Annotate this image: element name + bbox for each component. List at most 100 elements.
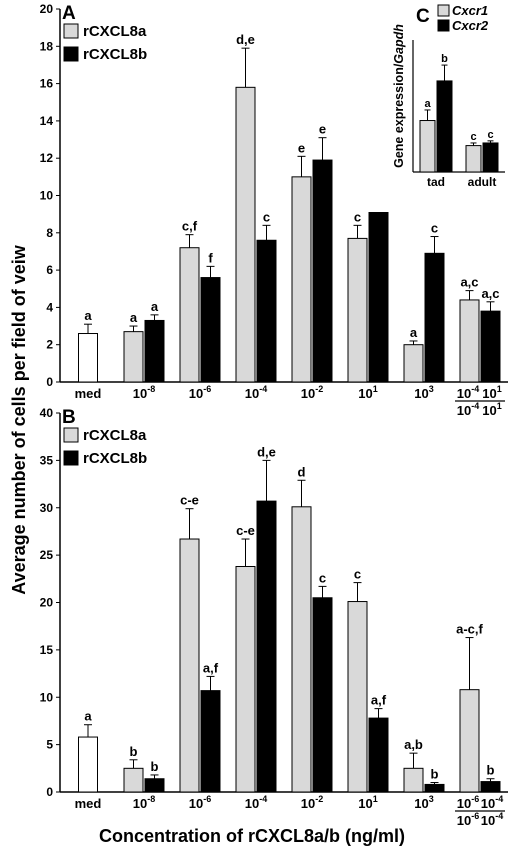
significance-label: e <box>298 140 305 155</box>
y-tick-label: 20 <box>40 596 54 610</box>
bar-rcxcl8b <box>144 319 165 383</box>
y-tick-label: 12 <box>40 151 54 165</box>
x-category-label: 10-8 <box>133 384 155 401</box>
shared-y-axis-title: Average number of cells per field of vei… <box>9 244 29 594</box>
bar-rcxcl8a <box>403 344 424 383</box>
legend-swatch-rcxcl8a <box>63 427 79 443</box>
legend-label: rCXCL8b <box>83 46 147 63</box>
significance-label: d,e <box>257 444 276 459</box>
bar-rcxcl8b <box>424 252 445 383</box>
bar-rcxcl8a <box>179 538 200 793</box>
significance-label: a-c,f <box>456 622 483 637</box>
bar-rcxcl8a <box>123 767 144 793</box>
significance-label: c <box>470 131 476 143</box>
significance-label: c <box>354 567 361 582</box>
significance-label: c-e <box>180 493 199 508</box>
x-category-label: 10-4 <box>481 811 503 828</box>
bar-rcxcl8b <box>424 783 445 793</box>
significance-label: a <box>424 98 431 110</box>
bar-rcxcl8b <box>256 500 277 793</box>
y-tick-label: 6 <box>46 263 53 277</box>
shared-x-axis-title: Concentration of rCXCL8a/b (ng/ml) <box>99 826 405 846</box>
panel-letter: B <box>62 407 76 428</box>
y-tick-label: 2 <box>46 338 53 352</box>
significance-label: a <box>130 310 138 325</box>
significance-label: c <box>319 570 326 585</box>
y-tick-label: 30 <box>40 501 54 515</box>
legend-swatch-cxcr1 <box>437 4 450 17</box>
x-category-label: 101 <box>482 384 501 401</box>
significance-label: b <box>130 744 138 759</box>
bar-rcxcl8b <box>312 597 333 793</box>
panel-c-inset-chart: a b tad c c adult Gene expression/Gapdh C Cxcr1C… <box>365 2 515 212</box>
y-tick-label: 20 <box>40 2 54 16</box>
legend-swatch-rcxcl8a <box>63 23 79 39</box>
bar-rcxcl8a <box>291 506 312 793</box>
bar-cxcr1 <box>465 145 482 173</box>
panel-b-chart: 0510152025303540amedbb10-8c-ea,f10-6c-ed… <box>40 406 508 828</box>
significance-label: e <box>319 122 326 137</box>
legend-label: Cxcr1 <box>452 3 488 18</box>
panel-letter: A <box>62 3 76 24</box>
bar-rcxcl8b <box>480 310 501 383</box>
bar-cxcr2 <box>482 142 499 173</box>
y-tick-label: 0 <box>46 375 53 389</box>
significance-label: d,e <box>236 32 255 47</box>
bar-cxcr2 <box>436 80 453 173</box>
y-tick-label: 14 <box>40 114 54 128</box>
y-tick-label: 0 <box>46 785 53 799</box>
bar-rcxcl8b <box>200 690 221 793</box>
bar-control <box>78 736 98 793</box>
bar-cxcr1 <box>419 120 436 173</box>
y-tick-label: 8 <box>46 226 53 240</box>
x-category-label: 103 <box>414 384 433 401</box>
y-tick-label: 16 <box>40 77 54 91</box>
x-category-label: tad <box>427 175 445 189</box>
bar-rcxcl8a <box>235 86 256 383</box>
bar-rcxcl8a <box>291 176 312 383</box>
legend-label: rCXCL8b <box>83 450 147 467</box>
bar-rcxcl8b <box>144 778 165 793</box>
x-category-label: 10-4 <box>245 794 267 811</box>
significance-label: b <box>151 759 159 774</box>
x-category-label: 10-6 <box>457 794 479 811</box>
bar-rcxcl8b <box>256 239 277 383</box>
x-category-label: med <box>75 386 102 401</box>
bar-control <box>78 333 98 383</box>
legend-label: Cxcr2 <box>452 18 489 33</box>
significance-label: b <box>441 53 448 65</box>
significance-label: a,c <box>481 286 499 301</box>
legend-label: rCXCL8a <box>83 427 147 444</box>
significance-label: f <box>208 250 213 265</box>
x-category-label: 10-8 <box>133 794 155 811</box>
legend-swatch-rcxcl8b <box>63 450 79 466</box>
panel-a-chart: 02468101214161820amedaa10-8c,ff10-6d,ec1… <box>40 2 508 418</box>
significance-label: c-e <box>236 523 255 538</box>
y-tick-label: 25 <box>40 548 54 562</box>
legend-swatch-cxcr2 <box>437 19 450 32</box>
significance-label: a,f <box>203 660 219 675</box>
significance-label: c <box>354 209 361 224</box>
y-tick-label: 15 <box>40 643 54 657</box>
x-category-label: 10-4 <box>481 794 503 811</box>
bar-rcxcl8b <box>368 717 389 793</box>
significance-label: d <box>298 464 306 479</box>
significance-label: a <box>84 709 92 724</box>
significance-label: a,f <box>371 693 387 708</box>
significance-label: a <box>410 325 418 340</box>
x-category-label: 101 <box>358 384 377 401</box>
y-tick-label: 4 <box>46 300 53 314</box>
bar-rcxcl8a <box>347 601 368 793</box>
y-tick-label: 10 <box>40 189 54 203</box>
x-category-label: 10-2 <box>301 384 323 401</box>
bar-rcxcl8a <box>459 299 480 383</box>
significance-label: a <box>84 308 92 323</box>
significance-label: a <box>151 299 159 314</box>
y-tick-label: 35 <box>40 453 54 467</box>
x-category-label: adult <box>468 175 497 189</box>
y-tick-label: 40 <box>40 406 54 420</box>
x-category-label: 10-6 <box>457 811 479 828</box>
x-category-label: 101 <box>358 794 377 811</box>
significance-label: a,b <box>404 737 423 752</box>
